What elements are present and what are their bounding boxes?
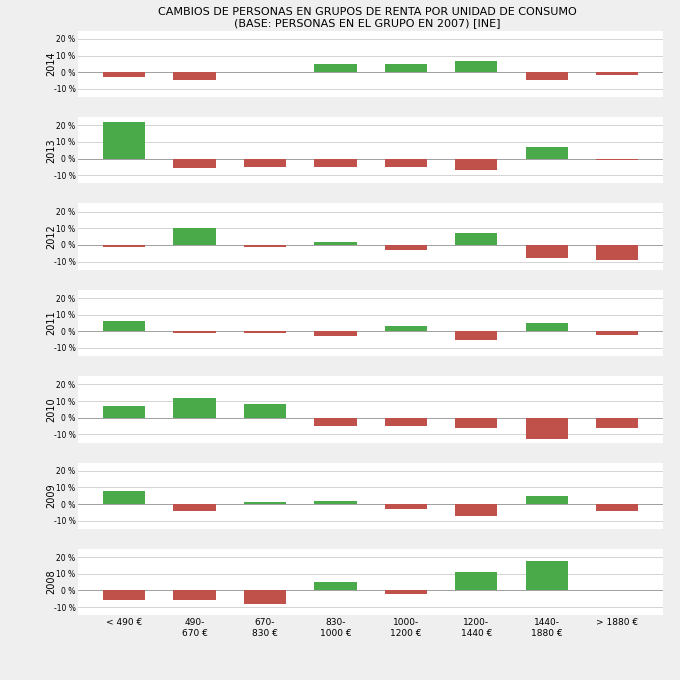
Bar: [385, 158, 427, 167]
Bar: [455, 158, 498, 170]
Y-axis label: 2011: 2011: [46, 311, 56, 335]
Bar: [455, 572, 498, 590]
Bar: [526, 323, 568, 331]
Bar: [455, 504, 498, 515]
Bar: [596, 504, 639, 511]
Bar: [243, 158, 286, 167]
Bar: [385, 590, 427, 594]
Bar: [173, 158, 216, 169]
Bar: [103, 590, 145, 600]
Bar: [455, 233, 498, 245]
Bar: [173, 331, 216, 333]
Bar: [455, 61, 498, 72]
Bar: [173, 590, 216, 600]
Y-axis label: 2008: 2008: [46, 570, 56, 594]
Text: (BASE: PERSONAS EN EL GRUPO EN 2007) [INE]: (BASE: PERSONAS EN EL GRUPO EN 2007) [IN…: [234, 18, 500, 28]
Bar: [596, 245, 639, 260]
Bar: [103, 322, 145, 331]
Bar: [103, 406, 145, 418]
Bar: [314, 241, 356, 245]
Bar: [596, 158, 639, 160]
Bar: [314, 331, 356, 337]
Bar: [385, 326, 427, 331]
Bar: [243, 590, 286, 604]
Bar: [173, 504, 216, 511]
Bar: [314, 158, 356, 167]
Bar: [103, 245, 145, 247]
Bar: [173, 228, 216, 245]
Bar: [526, 560, 568, 590]
Bar: [173, 72, 216, 80]
Bar: [385, 418, 427, 426]
Bar: [314, 64, 356, 72]
Bar: [314, 582, 356, 590]
Y-axis label: 2009: 2009: [46, 483, 56, 508]
Bar: [596, 331, 639, 335]
Bar: [314, 418, 356, 426]
Bar: [385, 504, 427, 509]
Bar: [385, 64, 427, 72]
Bar: [455, 418, 498, 428]
Bar: [103, 72, 145, 77]
Bar: [385, 245, 427, 250]
Bar: [455, 331, 498, 339]
Bar: [526, 147, 568, 158]
Bar: [596, 72, 639, 75]
Bar: [526, 72, 568, 80]
Y-axis label: 2013: 2013: [46, 138, 56, 163]
Y-axis label: 2014: 2014: [46, 52, 56, 76]
Bar: [103, 122, 145, 158]
Text: CAMBIOS DE PERSONAS EN GRUPOS DE RENTA POR UNIDAD DE CONSUMO: CAMBIOS DE PERSONAS EN GRUPOS DE RENTA P…: [158, 7, 577, 17]
Bar: [596, 418, 639, 428]
Bar: [243, 503, 286, 504]
Bar: [173, 398, 216, 418]
Bar: [243, 331, 286, 333]
Bar: [526, 496, 568, 504]
Bar: [243, 405, 286, 418]
Bar: [526, 245, 568, 258]
Y-axis label: 2010: 2010: [46, 397, 56, 422]
Bar: [243, 245, 286, 247]
Y-axis label: 2012: 2012: [46, 224, 56, 249]
Bar: [526, 418, 568, 439]
Bar: [314, 500, 356, 504]
Bar: [103, 491, 145, 504]
